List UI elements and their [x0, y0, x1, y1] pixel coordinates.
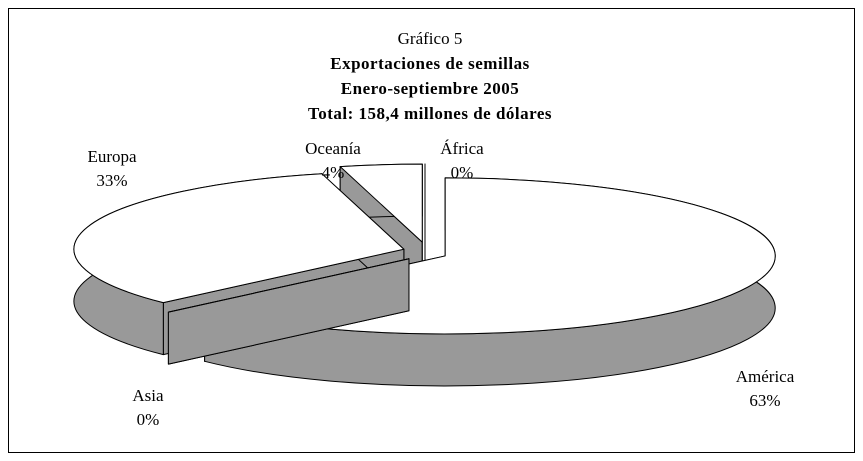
slice-value-label: 63% — [749, 391, 780, 410]
slice-label: América — [736, 367, 795, 386]
slice-label: Europa — [87, 147, 137, 166]
slice — [73, 173, 405, 304]
slice-value-label: 0% — [137, 410, 160, 429]
slice-value-label: 4% — [322, 163, 345, 182]
slice-value-label: 33% — [96, 171, 127, 190]
chart-subtitle: Enero-septiembre 2005 — [341, 79, 519, 98]
slice — [167, 258, 410, 313]
slice-label: Asia — [132, 386, 164, 405]
chart-title: Gráfico 5 — [398, 29, 463, 48]
slice-value-label: 0% — [451, 163, 474, 182]
slice-label: Oceanía — [305, 139, 361, 158]
slice-label: África — [440, 139, 484, 158]
slice — [339, 163, 423, 243]
chart-subtitle: Total: 158,4 millones de dólares — [308, 104, 552, 123]
pie — [73, 163, 776, 387]
slice — [167, 258, 410, 365]
chart-subtitle: Exportaciones de semillas — [330, 54, 530, 73]
chart-frame — [8, 8, 855, 453]
